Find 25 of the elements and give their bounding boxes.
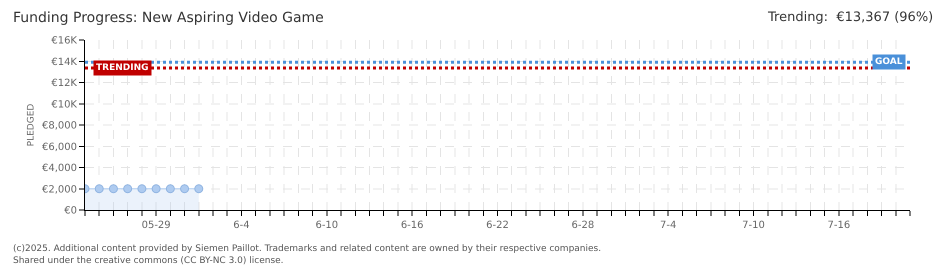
x-tick-label: 7-10 [742, 220, 765, 231]
x-tick-label: 6-22 [486, 220, 509, 231]
x-tick-label: 6-16 [400, 220, 424, 231]
text: Shared under the creative commons (CC BY-NC 3.0) license. [13, 256, 284, 266]
chart-subtitle: Trending: €13,367 (96%) [767, 10, 934, 25]
x-tick-label: 6-28 [571, 220, 594, 231]
x-tick-label: 7-4 [660, 220, 676, 231]
y-tick-label: €4,000 [42, 163, 77, 174]
chart-title: Funding Progress: New Aspiring Video Game [13, 10, 324, 26]
x-tick-label: 6-4 [233, 220, 250, 231]
y-tick-label: €2,000 [42, 184, 77, 196]
x-tick-label: 05-29 [142, 220, 171, 231]
x-tick-label: 6-10 [315, 220, 338, 231]
x-tick-label: 7-16 [828, 220, 850, 231]
ref-line-label: TRENDING [96, 63, 148, 73]
y-tick-label: €16K [51, 36, 78, 46]
y-tick-label: €12K [51, 78, 78, 89]
ref-line-label: GOAL [875, 57, 903, 67]
y-tick-label: €6,000 [42, 142, 77, 153]
y-tick-label: €0 [64, 206, 77, 216]
y-axis-title: PLEDGED [26, 104, 36, 146]
y-tick-label: €10K [51, 99, 78, 110]
y-tick-label: €8,000 [42, 120, 77, 132]
text: (c)2025. Additional content provided by Siemen Paillot. Trademarks and related content are owned by their respective companies. [13, 244, 602, 254]
y-tick-label: €14K [51, 56, 78, 68]
